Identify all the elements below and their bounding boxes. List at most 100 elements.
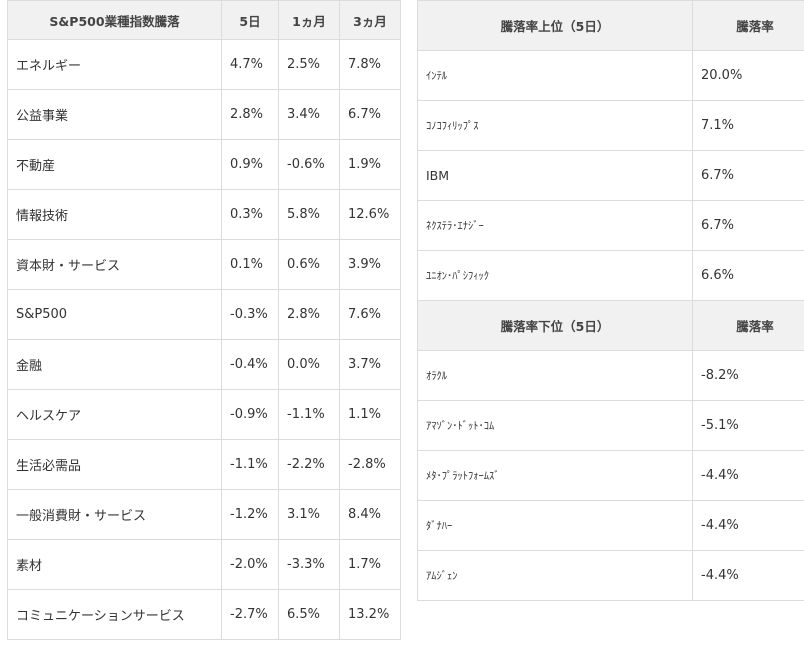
table-row: ヘルスケア -0.9% -1.1% 1.1% bbox=[7, 389, 401, 440]
stock-name: ｲﾝﾃﾙ bbox=[417, 50, 693, 101]
sector-name: S&P500 bbox=[7, 289, 222, 340]
sector-name: 資本財・サービス bbox=[7, 239, 222, 290]
sector-name: コミュニケーションサービス bbox=[7, 589, 222, 640]
value-5d: -2.0% bbox=[221, 539, 279, 590]
stock-change: -4.4% bbox=[692, 550, 804, 601]
stock-change: 20.0% bbox=[692, 50, 804, 101]
table-row: エネルギー 4.7% 2.5% 7.8% bbox=[7, 39, 401, 90]
value-5d: -0.3% bbox=[221, 289, 279, 340]
value-5d: -0.4% bbox=[221, 339, 279, 390]
stock-name: ﾈｸｽﾃﾗ･ｴﾅｼﾞｰ bbox=[417, 200, 693, 251]
stock-name: ｵﾗｸﾙ bbox=[417, 350, 693, 401]
value-5d: -2.7% bbox=[221, 589, 279, 640]
stock-name: ﾕﾆｵﾝ･ﾊﾟｼﾌｨｯｸ bbox=[417, 250, 693, 301]
sector-name: 公益事業 bbox=[7, 89, 222, 140]
stock-change: 6.7% bbox=[692, 200, 804, 251]
sector-name: 素材 bbox=[7, 539, 222, 590]
table-row: 公益事業 2.8% 3.4% 6.7% bbox=[7, 89, 401, 140]
value-5d: -1.2% bbox=[221, 489, 279, 540]
sector-name: 金融 bbox=[7, 339, 222, 390]
table-row: コミュニケーションサービス -2.7% 6.5% 13.2% bbox=[7, 589, 401, 640]
top-movers-table: 騰落率上位（5日） 騰落率 ｲﾝﾃﾙ 20.0% ｺﾉｺﾌｨﾘｯﾌﾟｽ 7.1% I… bbox=[417, 0, 804, 601]
stock-change: 6.7% bbox=[692, 150, 804, 201]
value-3m: -2.8% bbox=[339, 439, 401, 490]
table-row: ﾀﾞﾅﾊｰ -4.4% bbox=[417, 500, 804, 551]
header-3m: 3ヵ月 bbox=[339, 0, 401, 40]
value-1m: 6.5% bbox=[278, 589, 340, 640]
table-row: 一般消費財・サービス -1.2% 3.1% 8.4% bbox=[7, 489, 401, 540]
table-row: 素材 -2.0% -3.3% 1.7% bbox=[7, 539, 401, 590]
value-5d: 0.3% bbox=[221, 189, 279, 240]
table-row: 不動産 0.9% -0.6% 1.9% bbox=[7, 139, 401, 190]
value-3m: 7.6% bbox=[339, 289, 401, 340]
table-row: 情報技術 0.3% 5.8% 12.6% bbox=[7, 189, 401, 240]
stock-name: ｱﾑｼﾞｪﾝ bbox=[417, 550, 693, 601]
sector-name: エネルギー bbox=[7, 39, 222, 90]
sector-name: 生活必需品 bbox=[7, 439, 222, 490]
value-1m: 2.5% bbox=[278, 39, 340, 90]
table-row: ｲﾝﾃﾙ 20.0% bbox=[417, 50, 804, 101]
stock-name: ｺﾉｺﾌｨﾘｯﾌﾟｽ bbox=[417, 100, 693, 151]
table-row: ﾒﾀ･ﾌﾟﾗｯﾄﾌｫｰﾑｽﾞ -4.4% bbox=[417, 450, 804, 501]
stock-change: -8.2% bbox=[692, 350, 804, 401]
sector-name: 不動産 bbox=[7, 139, 222, 190]
header-sector: S&P500業種指数騰落 bbox=[7, 0, 222, 40]
stock-change: -5.1% bbox=[692, 400, 804, 451]
table-row: 資本財・サービス 0.1% 0.6% 3.9% bbox=[7, 239, 401, 290]
sector-name: 情報技術 bbox=[7, 189, 222, 240]
value-5d: 4.7% bbox=[221, 39, 279, 90]
value-1m: 3.1% bbox=[278, 489, 340, 540]
value-1m: 5.8% bbox=[278, 189, 340, 240]
value-3m: 8.4% bbox=[339, 489, 401, 540]
value-3m: 1.9% bbox=[339, 139, 401, 190]
header-gainers: 騰落率上位（5日） bbox=[417, 0, 693, 51]
header-gainers-rate: 騰落率 bbox=[692, 0, 804, 51]
value-1m: 0.6% bbox=[278, 239, 340, 290]
value-3m: 1.1% bbox=[339, 389, 401, 440]
value-3m: 7.8% bbox=[339, 39, 401, 90]
table-row: IBM 6.7% bbox=[417, 150, 804, 201]
stock-change: 6.6% bbox=[692, 250, 804, 301]
table-row: ｱﾑｼﾞｪﾝ -4.4% bbox=[417, 550, 804, 601]
value-1m: -0.6% bbox=[278, 139, 340, 190]
header-1m: 1ヵ月 bbox=[278, 0, 340, 40]
gainers-header-row: 騰落率上位（5日） 騰落率 bbox=[417, 0, 804, 51]
value-5d: -0.9% bbox=[221, 389, 279, 440]
sector-name: 一般消費財・サービス bbox=[7, 489, 222, 540]
header-losers-rate: 騰落率 bbox=[692, 300, 804, 351]
table-row: 生活必需品 -1.1% -2.2% -2.8% bbox=[7, 439, 401, 490]
table-header-row: S&P500業種指数騰落 5日 1ヵ月 3ヵ月 bbox=[7, 0, 401, 40]
value-3m: 1.7% bbox=[339, 539, 401, 590]
value-3m: 6.7% bbox=[339, 89, 401, 140]
value-1m: 3.4% bbox=[278, 89, 340, 140]
value-5d: 0.9% bbox=[221, 139, 279, 190]
stock-name: IBM bbox=[417, 150, 693, 201]
sector-performance-table: S&P500業種指数騰落 5日 1ヵ月 3ヵ月 エネルギー 4.7% 2.5% 7.8… bbox=[7, 0, 401, 640]
value-3m: 12.6% bbox=[339, 189, 401, 240]
stock-change: -4.4% bbox=[692, 450, 804, 501]
stock-change: -4.4% bbox=[692, 500, 804, 551]
sector-name: ヘルスケア bbox=[7, 389, 222, 440]
header-losers: 騰落率下位（5日） bbox=[417, 300, 693, 351]
value-5d: 2.8% bbox=[221, 89, 279, 140]
value-3m: 3.9% bbox=[339, 239, 401, 290]
table-row: ｱﾏｿﾞﾝ･ﾄﾞｯﾄ･ｺﾑ -5.1% bbox=[417, 400, 804, 451]
value-1m: -2.2% bbox=[278, 439, 340, 490]
table-row: ﾈｸｽﾃﾗ･ｴﾅｼﾞｰ 6.7% bbox=[417, 200, 804, 251]
table-row: ﾕﾆｵﾝ･ﾊﾟｼﾌｨｯｸ 6.6% bbox=[417, 250, 804, 301]
header-5d: 5日 bbox=[221, 0, 279, 40]
value-5d: 0.1% bbox=[221, 239, 279, 290]
stock-name: ﾒﾀ･ﾌﾟﾗｯﾄﾌｫｰﾑｽﾞ bbox=[417, 450, 693, 501]
table-row: ｺﾉｺﾌｨﾘｯﾌﾟｽ 7.1% bbox=[417, 100, 804, 151]
stock-name: ﾀﾞﾅﾊｰ bbox=[417, 500, 693, 551]
value-1m: -3.3% bbox=[278, 539, 340, 590]
value-3m: 13.2% bbox=[339, 589, 401, 640]
stock-name: ｱﾏｿﾞﾝ･ﾄﾞｯﾄ･ｺﾑ bbox=[417, 400, 693, 451]
value-1m: 0.0% bbox=[278, 339, 340, 390]
value-1m: 2.8% bbox=[278, 289, 340, 340]
stock-change: 7.1% bbox=[692, 100, 804, 151]
table-row: 金融 -0.4% 0.0% 3.7% bbox=[7, 339, 401, 390]
value-3m: 3.7% bbox=[339, 339, 401, 390]
value-5d: -1.1% bbox=[221, 439, 279, 490]
losers-header-row: 騰落率下位（5日） 騰落率 bbox=[417, 300, 804, 351]
